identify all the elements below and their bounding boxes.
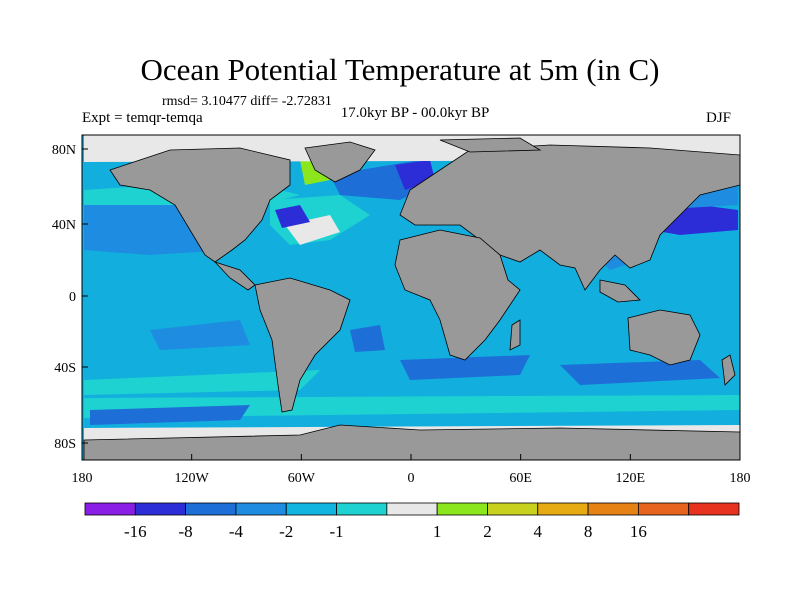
patch-southern-cold-2 [560,360,720,385]
colorbar-label: -2 [279,522,293,541]
colorbar-label: 8 [584,522,593,541]
x-tick-label: 120W [175,471,210,486]
colorbar-swatch [537,502,589,516]
colorbar-swatch [235,502,287,516]
colorbar-swatch [185,502,237,516]
colorbar: -16 -8 -4 -2 -1 1 2 4 8 16 [84,502,740,541]
colorbar-label: -4 [229,522,244,541]
colorbar-swatch [134,502,187,516]
colorbar-label: -16 [124,522,147,541]
x-tick-label: 0 [408,471,415,486]
land-greenland [304,141,376,183]
land-south-america [254,277,351,413]
plot-title: Ocean Potential Temperature at 5m (in C) [140,52,660,87]
colorbar-swatch [587,502,639,516]
patch-pacific-south-mid [150,320,250,350]
x-tick-label: 180 [72,471,93,486]
colorbar-label: 4 [534,522,543,541]
patch-southern-cold-3 [90,405,250,425]
patch-southern-stripe-2 [84,395,740,418]
x-tick-label: 180 [730,471,751,486]
y-tick-label: 0 [69,290,76,305]
y-tick-label: 80S [54,437,76,452]
colorbar-label: 1 [433,522,442,541]
y-axis: 80N 40N 0 40S 80S [52,143,88,452]
period-label: 17.0kyr BP - 00.0kyr BP [340,105,490,121]
land-north-america [109,147,291,263]
season-label: DJF [706,110,732,126]
colorbar-label: 16 [630,522,647,541]
colorbar-label: 2 [483,522,492,541]
colorbar-swatch [336,502,388,516]
x-axis: 180 120W 60W 0 60E 120E 180 [72,454,751,486]
colorbar-label: -1 [329,522,343,541]
patch-south-atlantic-cold [350,325,385,352]
patch-atlantic-cold [275,205,310,228]
colorbar-swatch [487,502,539,516]
y-tick-label: 80N [52,143,76,158]
y-tick-label: 40N [52,218,76,233]
x-tick-label: 120E [616,471,646,486]
land-central-america [213,261,256,291]
land-madagascar [509,319,521,351]
experiment-label: Expt = temqr-temqa [82,110,203,126]
colorbar-swatch [386,502,438,516]
y-tick-label: 40S [54,361,76,376]
land-masses [83,137,740,460]
patch-southern-cold-1 [400,355,530,380]
x-tick-label: 60W [288,471,316,486]
colorbar-label: -8 [179,522,193,541]
stats-label: rmsd= 3.10477 diff= -2.72831 [162,94,332,109]
colorbar-swatch [285,502,337,516]
colorbar-swatch [436,502,488,516]
patch-southern-stripe-1 [84,370,320,395]
colorbar-swatch [84,502,136,516]
land-arctic-islands [439,137,542,153]
land-antarctica [83,424,740,460]
colorbar-swatch [637,502,690,516]
land-australia [627,309,701,366]
colorbar-swatch [688,502,740,516]
land-indonesia [599,279,641,303]
x-tick-label: 60E [509,471,532,486]
land-africa [394,229,521,361]
land-new-zealand [721,354,736,386]
